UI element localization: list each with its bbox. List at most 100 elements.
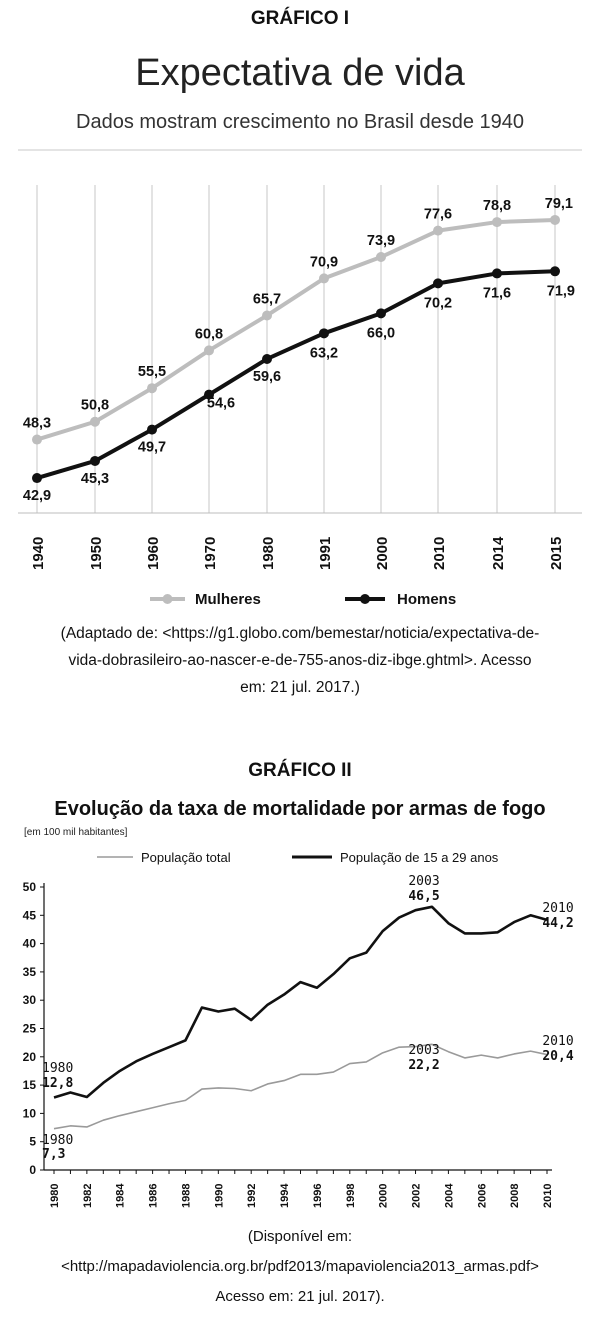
data-label: 65,7 — [253, 291, 281, 307]
data-point — [32, 473, 42, 484]
annotation-value: 7,3 — [42, 1147, 65, 1162]
x-tick-label: 1982 — [82, 1184, 94, 1208]
data-point — [32, 434, 42, 445]
x-tick-label: 1991 — [317, 537, 334, 570]
chart-1-source-line: vida-dobrasileiro-ao-nascer-e-de-755-ano… — [68, 652, 532, 669]
chart-2-source: (Disponível em: <http://mapadaviolencia.… — [0, 1222, 600, 1312]
annotation-value: 12,8 — [42, 1076, 73, 1091]
data-point — [550, 266, 560, 277]
series-line-homens — [36, 269, 556, 480]
y-tick-label: 5 — [29, 1135, 36, 1149]
data-label: 73,9 — [367, 233, 395, 249]
y-tick-label: 50 — [23, 880, 37, 894]
annotation-year: 2010 — [542, 901, 573, 916]
data-label: 48,3 — [23, 416, 51, 432]
x-tick-label: 2010 — [431, 537, 448, 570]
annotation-value: 20,4 — [542, 1049, 573, 1064]
chart-1-caption: GRÁFICO I — [250, 8, 350, 29]
data-label: 54,6 — [207, 396, 235, 412]
x-tick-label: 1988 — [180, 1184, 192, 1208]
data-label: 45,3 — [81, 471, 109, 487]
y-tick-label: 20 — [23, 1050, 37, 1064]
data-label: 66,0 — [367, 325, 395, 341]
x-tick-label: 1970 — [202, 537, 219, 570]
annotation-value: 46,5 — [408, 889, 439, 904]
x-tick-label: 1990 — [213, 1184, 225, 1208]
data-point — [492, 217, 502, 228]
data-point — [376, 308, 386, 319]
data-point — [319, 273, 329, 284]
x-tick-label: 1950 — [88, 537, 105, 570]
x-tick-label: 2008 — [509, 1184, 521, 1208]
x-tick-label: 1980 — [260, 537, 277, 570]
annotation-year: 1980 — [42, 1061, 73, 1076]
data-point — [433, 225, 443, 236]
data-point — [492, 268, 502, 279]
x-tick-label: 1984 — [115, 1183, 127, 1208]
x-tick-label: 1960 — [145, 537, 162, 570]
data-point — [204, 389, 214, 400]
data-label: 70,2 — [424, 295, 452, 311]
chart-2-source-line: Acesso em: 21 jul. 2017). — [215, 1288, 385, 1305]
annotation-value: 44,2 — [542, 916, 573, 931]
x-tick-label: 1996 — [312, 1184, 324, 1208]
chart-2-source-line: (Disponível em: — [247, 1228, 353, 1245]
chart-2-caption: GRÁFICO II — [248, 760, 352, 781]
chart-title: Evolução da taxa de mortalidade por arma… — [54, 798, 545, 820]
series-line — [53, 905, 548, 1099]
data-point — [262, 310, 272, 321]
data-label: 42,9 — [23, 488, 51, 504]
x-tick-label: 2006 — [476, 1184, 488, 1208]
y-tick-label: 45 — [23, 908, 37, 922]
data-label: 77,6 — [424, 207, 452, 223]
data-label: 71,9 — [547, 283, 575, 299]
x-tick-label: 2010 — [542, 1184, 554, 1208]
x-tick-label: 2000 — [374, 537, 391, 570]
x-tick-label: 1998 — [345, 1184, 357, 1208]
x-tick-label: 2015 — [548, 537, 565, 570]
data-point — [550, 214, 560, 225]
y-tick-label: 40 — [23, 937, 37, 951]
data-label: 78,8 — [483, 198, 511, 214]
data-point — [90, 455, 100, 466]
chart-1-source-line: (Adaptado de: <https://g1.globo.com/beme… — [60, 625, 540, 642]
x-tick-label: 1994 — [279, 1183, 291, 1208]
data-label: 71,6 — [483, 285, 511, 301]
y-tick-label: 35 — [23, 965, 37, 979]
legend-label: Mulheres — [195, 591, 261, 608]
data-label: 49,7 — [138, 440, 166, 456]
y-tick-label: 25 — [23, 1022, 37, 1036]
x-tick-label: 2004 — [443, 1183, 455, 1208]
x-tick-label: 2014 — [490, 536, 507, 570]
data-label: 79,1 — [545, 196, 573, 212]
chart-1-source-line: em: 21 jul. 2017.) — [240, 679, 360, 696]
data-label: 50,8 — [81, 398, 109, 414]
y-tick-label: 30 — [23, 993, 37, 1007]
legend-label: População de 15 a 29 anos — [340, 850, 499, 865]
x-tick-label: 2000 — [378, 1184, 390, 1208]
y-tick-label: 15 — [23, 1078, 37, 1092]
data-point — [90, 416, 100, 427]
data-point — [433, 278, 443, 289]
legend-label: Homens — [397, 591, 456, 608]
annotation-year: 2003 — [408, 1043, 439, 1058]
annotation-year: 1980 — [42, 1133, 73, 1148]
data-label: 70,9 — [310, 254, 338, 270]
data-label: 63,2 — [310, 345, 338, 361]
y-tick-label: 0 — [29, 1163, 36, 1177]
data-label: 55,5 — [138, 364, 166, 380]
legend-label: População total — [141, 850, 231, 865]
data-label: 59,6 — [253, 369, 281, 385]
chart-title: Expectativa de vida — [135, 52, 465, 94]
x-tick-label: 1992 — [246, 1184, 258, 1208]
series-line — [53, 1043, 548, 1130]
x-tick-label: 1986 — [148, 1184, 160, 1208]
chart-1-source: (Adaptado de: <https://g1.globo.com/beme… — [0, 620, 600, 701]
chart-2-source-line: <http://mapadaviolencia.org.br/pdf2013/m… — [61, 1258, 539, 1275]
data-point — [262, 353, 272, 364]
chart-1: Expectativa de vida Dados mostram crescim… — [18, 52, 582, 608]
x-tick-label: 2002 — [411, 1184, 423, 1208]
legend-marker — [360, 594, 370, 604]
y-tick-label: 10 — [23, 1106, 37, 1120]
data-point — [376, 252, 386, 263]
